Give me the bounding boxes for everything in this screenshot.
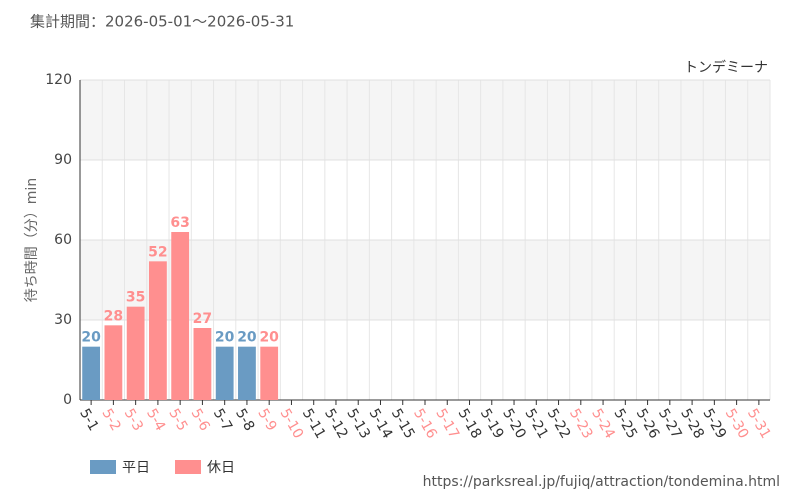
x-tick-label: 5-31 xyxy=(744,406,774,442)
data-label: 35 xyxy=(126,290,145,306)
y-tick-label: 0 xyxy=(63,392,72,408)
bar xyxy=(126,306,145,400)
data-label: 20 xyxy=(215,330,235,346)
legend-label: 休日 xyxy=(207,460,235,476)
x-tick-label: 5-2 xyxy=(98,406,123,434)
legend-label: 平日 xyxy=(122,460,150,476)
x-tick-label: 5-3 xyxy=(121,406,146,434)
y-axis-label: 待ち時間（分）min xyxy=(24,178,40,302)
x-tick-label: 5-7 xyxy=(210,406,235,434)
bar xyxy=(171,232,190,400)
x-tick-label: 5-5 xyxy=(165,406,190,434)
x-tick-label: 5-8 xyxy=(232,406,257,434)
bar xyxy=(104,325,123,400)
y-tick-label: 60 xyxy=(54,232,72,248)
data-label: 20 xyxy=(259,330,279,346)
legend-swatch xyxy=(175,460,201,474)
bar xyxy=(260,346,279,400)
data-label: 20 xyxy=(81,330,101,346)
bar xyxy=(215,346,234,400)
y-tick-label: 120 xyxy=(45,72,72,88)
x-tick-label: 5-6 xyxy=(187,406,212,434)
data-label: 20 xyxy=(237,330,257,346)
x-tick-label: 5-9 xyxy=(254,406,279,434)
bar xyxy=(193,328,212,400)
data-label: 52 xyxy=(148,244,167,260)
chart-subtitle: トンデミーナ xyxy=(684,59,768,76)
x-tick-label: 5-1 xyxy=(76,406,101,434)
source-url: https://parksreal.jp/fujiq/attraction/to… xyxy=(423,474,780,490)
legend-swatch xyxy=(90,460,116,474)
data-label: 28 xyxy=(104,308,123,324)
x-tick-label: 5-4 xyxy=(143,406,168,434)
chart-title: 集計期間：2026-05-01～2026-05-31 xyxy=(30,13,294,31)
plot-band xyxy=(80,240,770,320)
plot-band xyxy=(80,80,770,160)
bar xyxy=(149,261,167,400)
bar xyxy=(238,346,256,400)
data-label: 27 xyxy=(193,311,212,327)
data-label: 63 xyxy=(170,215,189,231)
y-tick-label: 90 xyxy=(54,152,72,168)
y-tick-label: 30 xyxy=(54,312,72,328)
bar xyxy=(82,346,101,400)
